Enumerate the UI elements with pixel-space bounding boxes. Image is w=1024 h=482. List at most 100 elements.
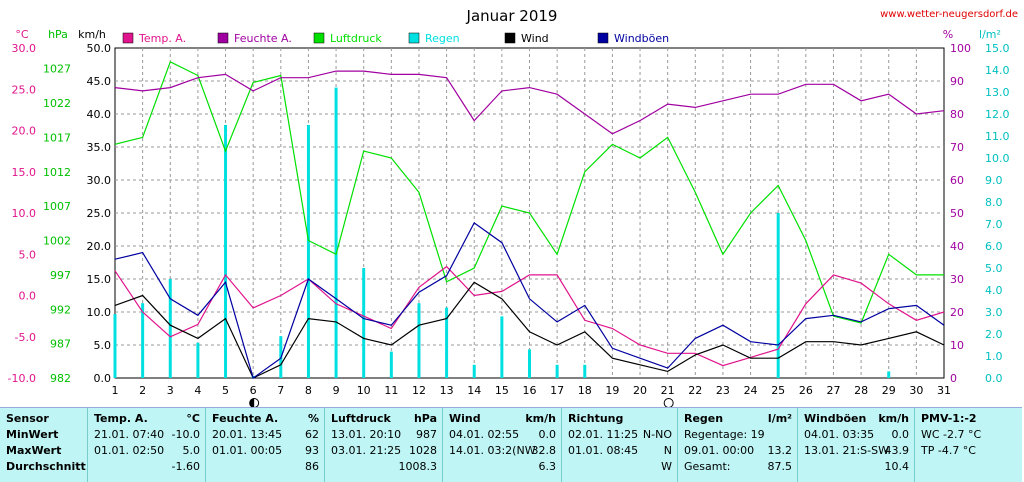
stats-row: 13.01. 21:S-SW 43.9 bbox=[804, 444, 909, 460]
stats-value: 32.8 bbox=[531, 444, 557, 457]
rain-unit-label: l/m² bbox=[979, 28, 1001, 41]
statistics-table: Sensor MinWert MaxWert Durchschnitt Temp. A.… bbox=[0, 407, 1022, 482]
rain-tick-label: 5.0 bbox=[985, 262, 1003, 275]
stats-label: 01.01. 00:05 bbox=[212, 444, 283, 457]
x-tick-label: 12 bbox=[412, 384, 426, 397]
wind-tick-label: 35.0 bbox=[87, 141, 112, 154]
rain-tick-label: 10.0 bbox=[985, 152, 1010, 165]
legend-label: Temp. A. bbox=[138, 32, 186, 45]
legend-label: Windböen bbox=[614, 32, 669, 45]
x-tick-label: 25 bbox=[771, 384, 785, 397]
legend-swatch bbox=[597, 32, 609, 44]
source-link[interactable]: www.wetter-neugersdorf.de bbox=[880, 9, 1018, 20]
stats-value: 6.3 bbox=[538, 460, 557, 473]
stats-label: 21.01. 07:40 bbox=[94, 428, 165, 441]
stats-column: Sensor MinWert MaxWert Durchschnitt bbox=[0, 408, 87, 482]
stats-column: Wind km/h 04.01. 02:55 0.0 14.01. 03:2(NW 32.… bbox=[442, 408, 562, 482]
stats-label: Luftdruck bbox=[331, 412, 391, 425]
pressure-tick-label: 997 bbox=[50, 269, 71, 282]
temp-tick-label: 25.0 bbox=[12, 83, 37, 96]
rain-tick-label: 15.0 bbox=[985, 42, 1010, 55]
rain-bar bbox=[583, 364, 587, 378]
stats-label: 03.01. 21:25 bbox=[331, 444, 402, 457]
stats-value: 93 bbox=[305, 444, 319, 457]
rain-bar bbox=[472, 364, 476, 378]
stats-label: 01.01. 02:50 bbox=[94, 444, 165, 457]
legend-label: Regen bbox=[425, 32, 460, 45]
stats-value: 987 bbox=[416, 428, 437, 441]
x-tick-label: 8 bbox=[305, 384, 312, 397]
stats-row: MinWert bbox=[6, 428, 81, 444]
stats-column: Windböen km/h 04.01. 03:35 0.0 13.01. 21:S-S… bbox=[797, 408, 915, 482]
stats-label: Feuchte A. bbox=[212, 412, 279, 425]
pressure-tick-label: 1027 bbox=[43, 63, 71, 76]
stats-value: 10.4 bbox=[884, 460, 910, 473]
stats-row: 03.01. 21:25 1028 bbox=[331, 444, 437, 460]
axes: 30.025.020.015.010.05.00.0-5.0-10.010271… bbox=[8, 42, 1010, 397]
stats-column: Feuchte A.% 20.01. 13:45 62 01.01. 00:05 93 8… bbox=[205, 408, 325, 482]
stats-label: MinWert bbox=[6, 428, 59, 441]
stats-label: 09.01. 00:00 bbox=[684, 444, 755, 457]
stats-row: Gesamt: 87.5 bbox=[684, 460, 792, 476]
x-tick-label: 3 bbox=[167, 384, 174, 397]
wind-tick-label: 45.0 bbox=[87, 75, 112, 88]
stats-label: 02.01. 11:25 bbox=[568, 428, 639, 441]
wind-tick-label: 50.0 bbox=[87, 42, 112, 55]
stats-value: 1008.3 bbox=[398, 460, 438, 473]
stats-row: 10.4 bbox=[804, 460, 910, 476]
series-line-windb-en bbox=[114, 222, 945, 379]
humidity-tick-label: 80 bbox=[950, 108, 964, 121]
x-tick-label: 24 bbox=[744, 384, 758, 397]
stats-value: 0.0 bbox=[538, 428, 557, 441]
chart-title: Januar 2019 bbox=[466, 7, 558, 25]
stats-row: WC -2.7 °C bbox=[921, 428, 1017, 444]
rain-bar bbox=[417, 303, 421, 378]
temp-tick-label: 5.0 bbox=[19, 248, 37, 261]
moon-markers bbox=[249, 398, 674, 407]
stats-row: 21.01. 07:40 -10.0 bbox=[94, 428, 200, 444]
temp-tick-label: -5.0 bbox=[15, 331, 36, 344]
stats-label: Richtung bbox=[568, 412, 624, 425]
humidity-tick-label: 60 bbox=[950, 174, 964, 187]
temp-tick-label: -10.0 bbox=[8, 372, 36, 385]
stats-column: Regen l/m² Regentage: 19 09.01. 00:00 13.2 Ge… bbox=[677, 408, 798, 482]
rain-bar bbox=[168, 279, 172, 378]
stats-label: 04.01. 03:35 bbox=[804, 428, 875, 441]
pressure-tick-label: 1022 bbox=[43, 97, 71, 110]
humidity-tick-label: 70 bbox=[950, 141, 964, 154]
stats-label: Windböen bbox=[804, 412, 867, 425]
stats-row: 02.01. 11:25 N-NO bbox=[568, 428, 672, 444]
stats-value: -1.60 bbox=[171, 460, 200, 473]
stats-header: Sensor bbox=[6, 412, 81, 428]
stats-column: PMV-1:-2 WC -2.7 °C TP -4.7 °C bbox=[914, 408, 1023, 482]
stats-value: 43.9 bbox=[884, 444, 910, 457]
stats-value: 86 bbox=[305, 460, 319, 473]
rain-tick-label: 8.0 bbox=[985, 196, 1003, 209]
legend-swatch bbox=[313, 32, 325, 44]
rain-bar bbox=[500, 316, 504, 378]
x-tick-label: 1 bbox=[112, 384, 119, 397]
stats-row bbox=[921, 460, 1017, 476]
wind-tick-label: 40.0 bbox=[87, 108, 112, 121]
series-line-luftdruck bbox=[114, 60, 944, 324]
stats-label: PMV-1:-2 bbox=[921, 412, 977, 425]
pressure-tick-label: 1007 bbox=[43, 200, 71, 213]
temp-tick-label: 15.0 bbox=[12, 166, 37, 179]
stats-row: 6.3 bbox=[449, 460, 557, 476]
stats-value: -10.0 bbox=[171, 428, 200, 441]
temp-tick-label: 0.0 bbox=[19, 290, 37, 303]
rain-bar bbox=[141, 303, 145, 378]
stats-value: km/h bbox=[525, 412, 556, 425]
stats-row: -1.60 bbox=[94, 460, 200, 476]
legend-label: Feuchte A. bbox=[234, 32, 292, 45]
legend-label: Luftdruck bbox=[330, 32, 382, 45]
rain-bar bbox=[389, 351, 393, 378]
stats-header: Windböen km/h bbox=[804, 412, 909, 428]
x-tick-label: 15 bbox=[495, 384, 509, 397]
rain-bar bbox=[196, 342, 200, 378]
stats-value: 13.2 bbox=[767, 444, 793, 457]
stats-label: Sensor bbox=[6, 412, 49, 425]
x-tick-label: 11 bbox=[384, 384, 398, 397]
wind-tick-label: 15.0 bbox=[87, 273, 112, 286]
temp-tick-label: 10.0 bbox=[12, 207, 37, 220]
